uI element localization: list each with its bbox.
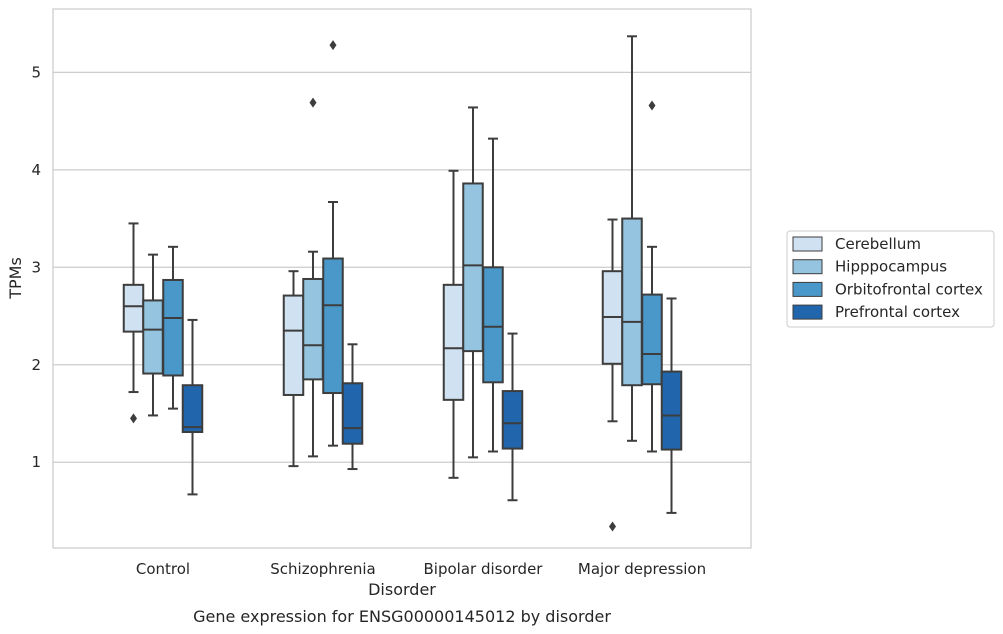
- box-body: [442, 283, 465, 401]
- box-body: [621, 217, 643, 387]
- plot-area: [53, 9, 751, 548]
- box-0-3: [601, 218, 624, 532]
- box-body: [142, 299, 164, 375]
- box-3-3: [660, 297, 683, 514]
- box-0-1: [282, 270, 305, 468]
- box-body: [282, 294, 305, 396]
- x-tick-label: Control: [136, 560, 190, 578]
- box-body: [660, 370, 683, 451]
- legend-swatch: [792, 259, 823, 275]
- y-axis-label: TPMs: [6, 257, 25, 300]
- y-tick-label: 3: [31, 258, 41, 276]
- y-tick-label: 4: [31, 161, 41, 179]
- box-body: [302, 277, 324, 381]
- box-body: [322, 257, 344, 395]
- box-2-2: [482, 137, 504, 453]
- legend-swatch: [792, 304, 823, 320]
- y-tick-label: 2: [31, 356, 41, 374]
- x-tick-label: Bipolar disorder: [424, 560, 544, 578]
- legend-label: Cerebellum: [835, 235, 921, 253]
- y-ticks: 1 2 3 4 5: [31, 63, 41, 471]
- x-tick-label: Schizophrenia: [270, 560, 375, 578]
- y-tick-label: 5: [31, 63, 41, 81]
- legend-swatch: [792, 281, 823, 297]
- box-body: [501, 390, 524, 450]
- box-body: [122, 283, 145, 333]
- box-body: [641, 293, 663, 386]
- box-body: [181, 384, 204, 434]
- legend-swatch: [792, 236, 823, 252]
- outlier-point: [648, 100, 656, 111]
- legend: Cerebellum Hipppocampus Orbitofrontal cort…: [786, 230, 995, 328]
- box-2-3: [641, 100, 663, 453]
- boxes-group: [122, 35, 683, 532]
- box-body: [462, 182, 484, 353]
- box-body: [482, 266, 504, 384]
- box-1-1: [302, 97, 324, 458]
- outlier-point: [329, 40, 337, 51]
- x-ticks: Control Schizophrenia Bipolar disorder Majo…: [136, 560, 706, 578]
- box-body: [162, 278, 184, 377]
- plot-frame: [52, 8, 752, 549]
- legend-frame: [786, 230, 995, 328]
- box-3-2: [501, 332, 524, 502]
- box-2-0: [162, 245, 184, 410]
- outlier-point: [309, 97, 317, 108]
- outlier-point: [609, 521, 616, 532]
- x-tick-label: Major depression: [578, 560, 706, 578]
- box-2-1: [322, 40, 344, 447]
- chart-caption: Gene expression for ENSG00000145012 by d…: [193, 607, 611, 626]
- x-axis-label: Disorder: [368, 580, 436, 599]
- legend-label: Prefrontal cortex: [835, 303, 960, 321]
- legend-label: Orbitofrontal cortex: [835, 280, 983, 298]
- outlier-point: [130, 413, 137, 424]
- legend-label: Hipppocampus: [835, 258, 947, 276]
- y-tick-label: 1: [31, 453, 41, 471]
- box-body: [341, 382, 364, 445]
- box-3-1: [341, 343, 364, 471]
- box-3-0: [181, 318, 204, 496]
